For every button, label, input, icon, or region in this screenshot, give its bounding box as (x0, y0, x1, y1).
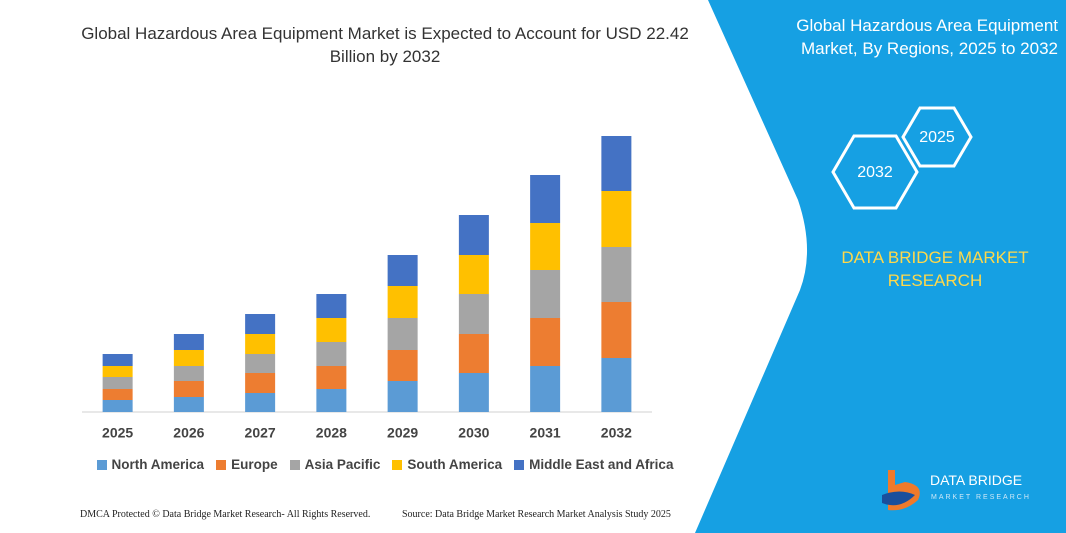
bar-segment (530, 223, 561, 270)
bar-segment (387, 255, 418, 286)
bar-segment (530, 175, 561, 223)
legend-label: South America (407, 457, 503, 472)
hexagon-label: 2032 (857, 164, 893, 181)
bar-segment (316, 366, 347, 389)
bar-segment (173, 366, 204, 381)
bar-segment (245, 314, 276, 334)
logo-tagline: MARKET RESEARCH (931, 494, 1031, 501)
legend-label: North America (111, 457, 205, 472)
bar-segment (173, 350, 204, 366)
x-tick-label: 2028 (316, 425, 347, 441)
bar-segment (601, 191, 632, 247)
legend-swatch (289, 459, 300, 470)
legend-swatch (392, 459, 403, 470)
bar-segment (102, 389, 133, 400)
bar-segment (530, 318, 561, 366)
hexagon (831, 134, 919, 210)
bar-segment (530, 270, 561, 318)
bar-segment (387, 381, 418, 412)
bar-segment (245, 393, 276, 412)
bar-segment (601, 358, 632, 412)
bar-segment (102, 400, 133, 412)
brand: DATA BRIDGE MARKET RESEARCH (841, 248, 1029, 290)
logo-name: DATA BRIDGE (930, 472, 1022, 488)
bar-segment (102, 366, 133, 377)
x-tick-label: 2032 (601, 425, 632, 441)
hexagon (901, 106, 973, 168)
legend-item: North America (96, 457, 205, 472)
bar-segment (387, 318, 418, 350)
legend-label: Europe (231, 457, 278, 472)
bar-segment (601, 302, 632, 358)
bar-segment (601, 136, 632, 191)
legend: North America Europe Asia Pacific South Ame… (60, 457, 710, 472)
bar-segment (316, 318, 347, 342)
hexagon-label: 2025 (919, 129, 955, 146)
bar-segment (102, 377, 133, 389)
bar-segment (245, 354, 276, 373)
legend-label: Middle East and Africa (529, 457, 674, 472)
bar-segment (245, 334, 276, 354)
bar-segment (458, 294, 489, 334)
bar-segment (530, 366, 561, 412)
bar-segment (387, 350, 418, 381)
panel-bg (695, 0, 1066, 533)
bar-segment (245, 373, 276, 393)
x-tick-label: 2031 (530, 425, 561, 441)
legend-swatch (96, 459, 107, 470)
legend-swatch (216, 459, 227, 470)
logo-mark (882, 491, 915, 506)
bar-segment (173, 381, 204, 397)
legend-item: Europe (216, 457, 278, 472)
bar-segment (458, 373, 489, 412)
footer-rights: DMCA Protected © Data Bridge Market Rese… (80, 509, 371, 520)
bar-segment (601, 247, 632, 302)
bar-segment (316, 389, 347, 412)
bar-segment (102, 354, 133, 366)
bar-segment (458, 334, 489, 373)
bar-segment (173, 334, 204, 350)
bar-segment (387, 286, 418, 318)
x-tick-label: 2025 (102, 425, 133, 441)
footer-source: Source: Data Bridge Market Research Mark… (402, 509, 671, 520)
x-tick-label: 2030 (458, 425, 489, 441)
legend-label: Asia Pacific (304, 457, 381, 472)
bar-segment (316, 294, 347, 318)
x-tick-label: 2027 (245, 425, 276, 441)
chart-title: Global Hazardous Area Equipment Market i… (81, 24, 689, 66)
legend-item: South America (392, 457, 502, 472)
legend-item: Asia Pacific (289, 457, 381, 472)
legend-swatch (514, 459, 525, 470)
x-tick-label: 2026 (173, 425, 204, 441)
bar-segment (173, 397, 204, 412)
bar-segment (458, 215, 489, 255)
x-tick-label: 2029 (387, 425, 418, 441)
panel-title: Global Hazardous Area Equipment Market, … (796, 16, 1058, 58)
legend-item: Middle East and Africa (514, 457, 673, 472)
bar-segment (458, 255, 489, 294)
bar-segment (316, 342, 347, 366)
